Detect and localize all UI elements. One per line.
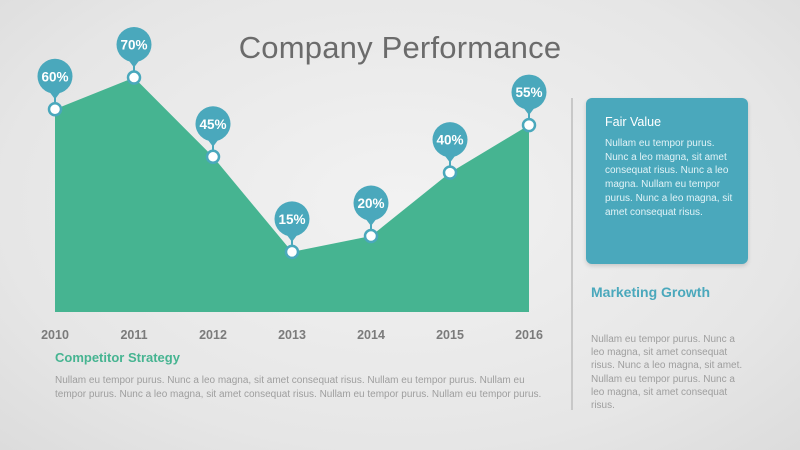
callout-pointer bbox=[286, 233, 298, 242]
area-series bbox=[55, 77, 529, 312]
competitor-strategy-title: Competitor Strategy bbox=[55, 350, 180, 365]
data-point-2010: 60% bbox=[37, 58, 73, 117]
x-tick-label: 2015 bbox=[436, 328, 464, 342]
callout-pointer bbox=[523, 107, 535, 116]
x-tick-label: 2012 bbox=[199, 328, 227, 342]
data-label: 70% bbox=[120, 38, 147, 53]
x-tick-label: 2011 bbox=[120, 328, 147, 342]
data-label: 60% bbox=[41, 69, 68, 84]
data-label: 20% bbox=[357, 196, 384, 211]
fair-value-body: Nullam eu tempor purus. Nunc a leo magna… bbox=[605, 138, 733, 218]
callout-bubble bbox=[511, 74, 547, 110]
fair-value-title: Fair Value bbox=[605, 115, 662, 129]
data-label: 45% bbox=[199, 117, 226, 132]
callout-pointer bbox=[207, 138, 219, 147]
marketing-growth-body: Nullam eu tempor purus. Nunc a leo magna… bbox=[591, 334, 743, 412]
data-label: 40% bbox=[436, 133, 463, 148]
data-marker bbox=[521, 117, 537, 133]
data-point-2016: 55% bbox=[511, 74, 547, 133]
callout-pointer bbox=[444, 154, 456, 163]
data-point-2014: 20% bbox=[353, 185, 389, 244]
callout-bubble bbox=[195, 106, 231, 142]
marketing-growth-title: Marketing Growth bbox=[591, 284, 711, 300]
page-title: Company Performance bbox=[238, 30, 562, 65]
callout-pointer bbox=[49, 91, 61, 100]
x-tick-label: 2016 bbox=[515, 328, 543, 342]
data-point-2012: 45% bbox=[195, 106, 231, 165]
data-marker bbox=[284, 244, 300, 260]
x-tick-label: 2010 bbox=[41, 328, 69, 342]
data-label: 55% bbox=[515, 85, 542, 100]
data-marker bbox=[363, 228, 379, 244]
x-tick-label: 2013 bbox=[278, 328, 306, 342]
data-point-2011: 70% bbox=[116, 27, 152, 85]
callout-bubble bbox=[274, 201, 310, 237]
callout-bubble bbox=[353, 185, 389, 221]
data-marker bbox=[126, 70, 142, 85]
callout-pointer bbox=[128, 59, 140, 68]
data-point-2013: 15% bbox=[274, 201, 310, 260]
callout-bubble bbox=[116, 27, 152, 63]
x-tick-label: 2014 bbox=[357, 328, 385, 342]
vertical-divider bbox=[571, 98, 573, 410]
callout-bubble bbox=[37, 58, 73, 94]
data-label: 15% bbox=[278, 212, 305, 227]
fair-value-card: Fair Value Nullam eu tempor purus. Nunc … bbox=[586, 98, 748, 264]
callout-bubble bbox=[432, 122, 468, 158]
callout-pointer bbox=[365, 218, 377, 227]
data-marker bbox=[47, 102, 63, 117]
data-marker bbox=[442, 165, 458, 180]
data-point-2015: 40% bbox=[432, 122, 468, 180]
competitor-strategy-body: Nullam eu tempor purus. Nunc a leo magna… bbox=[55, 375, 542, 400]
data-marker bbox=[205, 149, 221, 165]
